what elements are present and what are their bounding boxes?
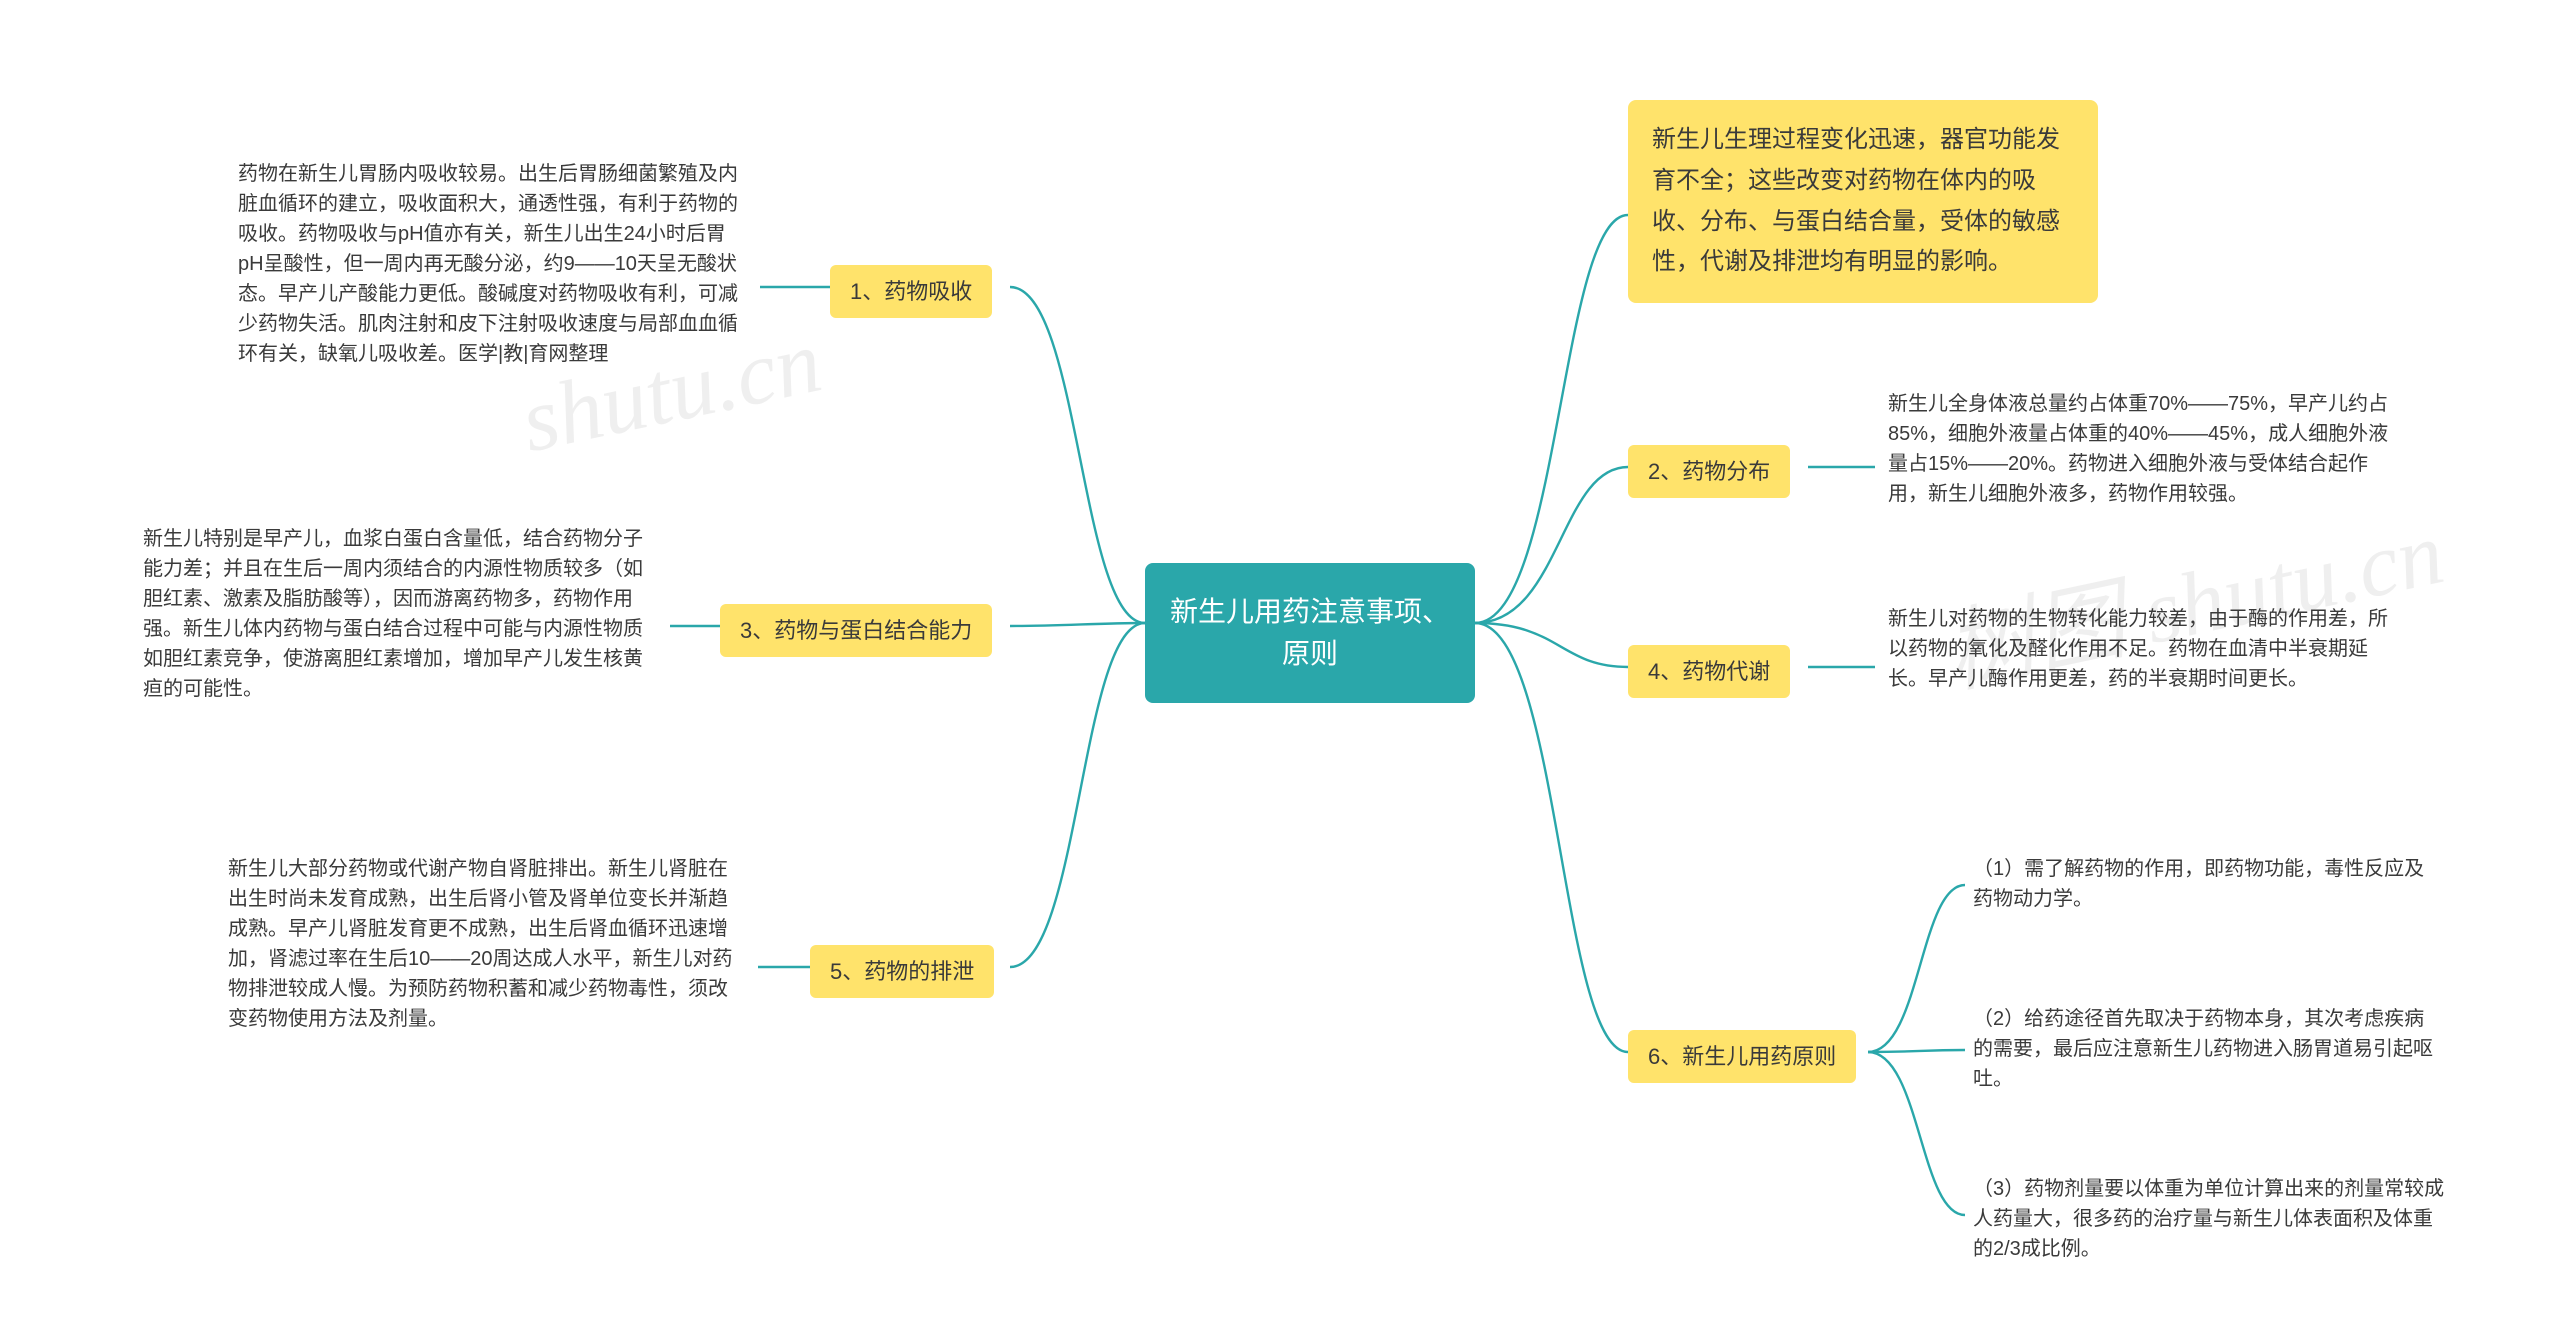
branch-right-6: 6、新生儿用药原则 bbox=[1628, 1030, 1856, 1083]
conn-right-6-c1 bbox=[1868, 885, 1965, 1052]
leaf-right-6-2: （2）给药途径首先取决于药物本身，其次考虑疾病的需要，最后应注意新生儿药物进入肠… bbox=[1965, 1000, 2445, 1098]
conn-root-left-5 bbox=[1010, 623, 1145, 967]
top-info-block: 新生儿生理过程变化迅速，器官功能发育不全；这些改变对药物在体内的吸收、分布、与蛋… bbox=[1628, 100, 2098, 303]
conn-root-left-3 bbox=[1010, 623, 1145, 626]
conn-root-right-4 bbox=[1475, 623, 1628, 667]
branch-left-3: 3、药物与蛋白结合能力 bbox=[720, 604, 992, 657]
branch-right-4: 4、药物代谢 bbox=[1628, 645, 1790, 698]
conn-root-right-2 bbox=[1475, 467, 1628, 623]
conn-right-6-c2 bbox=[1868, 1050, 1965, 1052]
leaf-left-1: 药物在新生儿胃肠内吸收较易。出生后胃肠细菌繁殖及内脏血循环的建立，吸收面积大，通… bbox=[230, 155, 750, 373]
leaf-right-4: 新生儿对药物的生物转化能力较差，由于酶的作用差，所以药物的氧化及醛化作用不足。药… bbox=[1880, 600, 2410, 698]
conn-root-topinfo bbox=[1475, 215, 1628, 623]
branch-left-5: 5、药物的排泄 bbox=[810, 945, 994, 998]
root-node: 新生儿用药注意事项、原则 bbox=[1145, 563, 1475, 703]
leaf-left-3: 新生儿特别是早产儿，血浆白蛋白含量低，结合药物分子能力差；并且在生后一周内须结合… bbox=[135, 520, 665, 708]
leaf-right-6-1: （1）需了解药物的作用，即药物功能，毒性反应及药物动力学。 bbox=[1965, 850, 2435, 918]
conn-root-left-1 bbox=[1010, 287, 1145, 623]
conn-right-6-c3 bbox=[1868, 1052, 1965, 1215]
branch-right-2: 2、药物分布 bbox=[1628, 445, 1790, 498]
branch-left-1: 1、药物吸收 bbox=[830, 265, 992, 318]
leaf-right-6-3: （3）药物剂量要以体重为单位计算出来的剂量常较成人药量大，很多药的治疗量与新生儿… bbox=[1965, 1170, 2455, 1268]
leaf-right-2: 新生儿全身体液总量约占体重70%——75%，早产儿约占85%，细胞外液量占体重的… bbox=[1880, 385, 2410, 513]
leaf-left-5: 新生儿大部分药物或代谢产物自肾脏排出。新生儿肾脏在出生时尚未发育成熟，出生后肾小… bbox=[220, 850, 750, 1038]
conn-root-right-6 bbox=[1475, 623, 1628, 1052]
